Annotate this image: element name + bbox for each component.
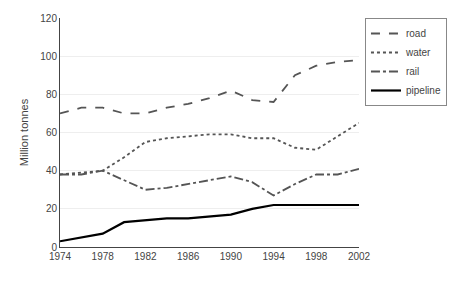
svg-text:Million tonnes: Million tonnes [18,98,30,166]
svg-text:1982: 1982 [134,251,157,262]
svg-text:100: 100 [40,51,57,62]
svg-text:1990: 1990 [220,251,243,262]
svg-text:1978: 1978 [92,251,115,262]
svg-text:road: road [406,28,426,39]
svg-text:80: 80 [46,89,58,100]
svg-text:1994: 1994 [262,251,285,262]
svg-text:40: 40 [46,165,58,176]
svg-text:1986: 1986 [177,251,200,262]
svg-text:rail: rail [406,66,419,77]
svg-text:60: 60 [46,127,58,138]
svg-text:0: 0 [51,242,57,253]
svg-text:1974: 1974 [49,251,72,262]
svg-text:1998: 1998 [305,251,328,262]
svg-text:120: 120 [40,13,57,24]
svg-text:2002: 2002 [348,251,371,262]
svg-text:20: 20 [46,203,58,214]
svg-text:water: water [405,47,431,58]
svg-text:pipeline: pipeline [406,85,441,96]
